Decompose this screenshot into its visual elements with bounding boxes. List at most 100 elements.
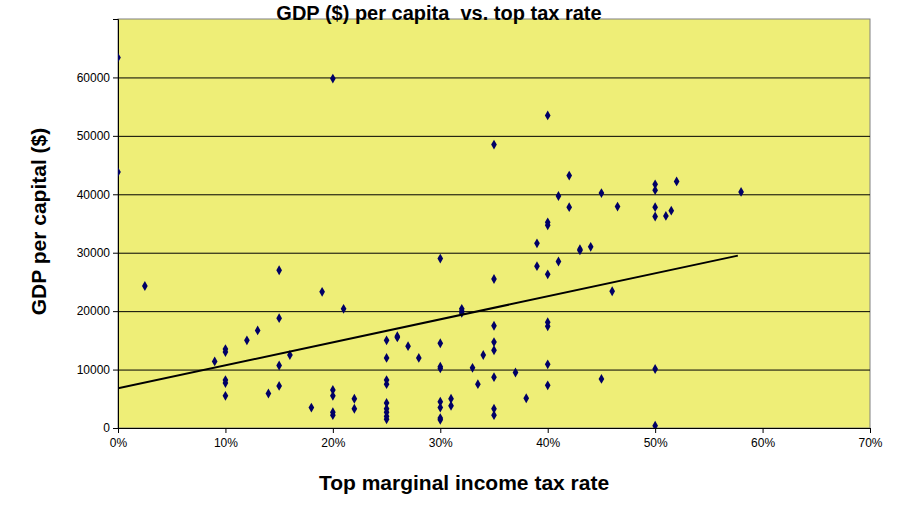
point [480, 350, 486, 360]
y-tick-mark [113, 194, 118, 195]
point [212, 356, 218, 366]
point [118, 53, 121, 63]
point [652, 421, 658, 428]
point [588, 242, 594, 252]
trend-line [118, 256, 738, 389]
x-tick: 50% [644, 428, 668, 450]
x-axis: 0% 10% 20% 30% 40% 50% 60% 70% [110, 428, 883, 450]
x-axis-title: Top marginal income tax rate [319, 471, 609, 494]
point [405, 341, 411, 351]
y-tick: 10000 [77, 363, 118, 377]
point [652, 185, 658, 195]
x-tick: 30% [429, 428, 453, 450]
point [545, 269, 551, 279]
y-tick-label: 40000 [77, 188, 111, 202]
y-axis-title: GDP per capital ($) [27, 128, 50, 316]
point [545, 110, 551, 120]
y-axis-line [113, 20, 119, 429]
x-tick-mark [333, 428, 334, 433]
point [545, 220, 551, 230]
x-tick: 0% [110, 428, 128, 450]
point [384, 335, 390, 345]
x-tick: 10% [214, 428, 238, 450]
x-tick-mark [655, 428, 656, 433]
x-tick-label: 70% [858, 436, 882, 450]
point [416, 353, 422, 363]
point [599, 374, 605, 384]
x-tick-mark [870, 428, 871, 433]
y-tick-mark [113, 370, 118, 371]
point [556, 257, 562, 267]
x-axis-line [119, 429, 871, 434]
point [491, 140, 497, 150]
marks [118, 53, 744, 428]
x-tick-label: 50% [644, 436, 668, 450]
point [534, 238, 540, 248]
point [330, 391, 336, 401]
point [384, 414, 390, 424]
plot-area [118, 19, 870, 428]
point [738, 187, 744, 197]
point [276, 265, 282, 275]
point [384, 353, 390, 363]
point [566, 171, 572, 181]
point [545, 380, 551, 390]
x-tick-mark [225, 428, 226, 433]
y-tick-mark [113, 77, 118, 78]
x-tick-label: 40% [536, 436, 560, 450]
point [652, 364, 658, 374]
point [255, 326, 261, 336]
point [577, 245, 583, 255]
point [491, 321, 497, 331]
point [276, 381, 282, 391]
point [513, 368, 519, 378]
grid-line [118, 311, 870, 312]
x-tick-mark [548, 428, 549, 433]
point [118, 167, 121, 177]
y-tick-label: 30000 [77, 246, 111, 260]
x-tick-mark [440, 428, 441, 433]
y-tick: 20000 [77, 304, 118, 318]
grid [118, 78, 870, 429]
point [437, 403, 443, 413]
y-tick-label: 10000 [77, 363, 111, 377]
x-tick: 40% [536, 428, 560, 450]
x-tick-label: 20% [321, 436, 345, 450]
y-tick-mark [113, 136, 118, 137]
point [566, 202, 572, 212]
grid-line [118, 136, 870, 137]
y-tick-label: 0 [103, 421, 110, 435]
scatter-series [118, 53, 744, 428]
y-tick-label: 60000 [77, 71, 111, 85]
point [351, 394, 357, 404]
point [615, 202, 621, 212]
point [266, 389, 272, 399]
point [330, 410, 336, 420]
x-tick-label: 30% [429, 436, 453, 450]
y-tick-label: 50000 [77, 129, 111, 143]
point [437, 254, 443, 264]
point [330, 74, 336, 84]
point [276, 361, 282, 371]
grid-line [118, 370, 870, 371]
y-tick: 40000 [77, 188, 118, 202]
x-tick: 60% [751, 428, 775, 450]
x-tick-label: 60% [751, 436, 775, 450]
point [491, 274, 497, 284]
point [244, 335, 250, 345]
point [470, 363, 476, 373]
point [534, 261, 540, 271]
point [309, 403, 315, 413]
chart: 0% 10% 20% 30% 40% 50% 60% 70% 0 10000 20000 30000 4… [0, 0, 899, 507]
y-tick-label: 20000 [77, 304, 111, 318]
y-tick: 0 [103, 421, 118, 435]
point [319, 287, 325, 297]
point [223, 347, 229, 357]
point [394, 333, 400, 343]
point [652, 202, 658, 212]
y-tick-mark [113, 428, 118, 429]
point [223, 378, 229, 388]
point [652, 212, 658, 222]
point [448, 401, 454, 411]
point [384, 379, 390, 389]
